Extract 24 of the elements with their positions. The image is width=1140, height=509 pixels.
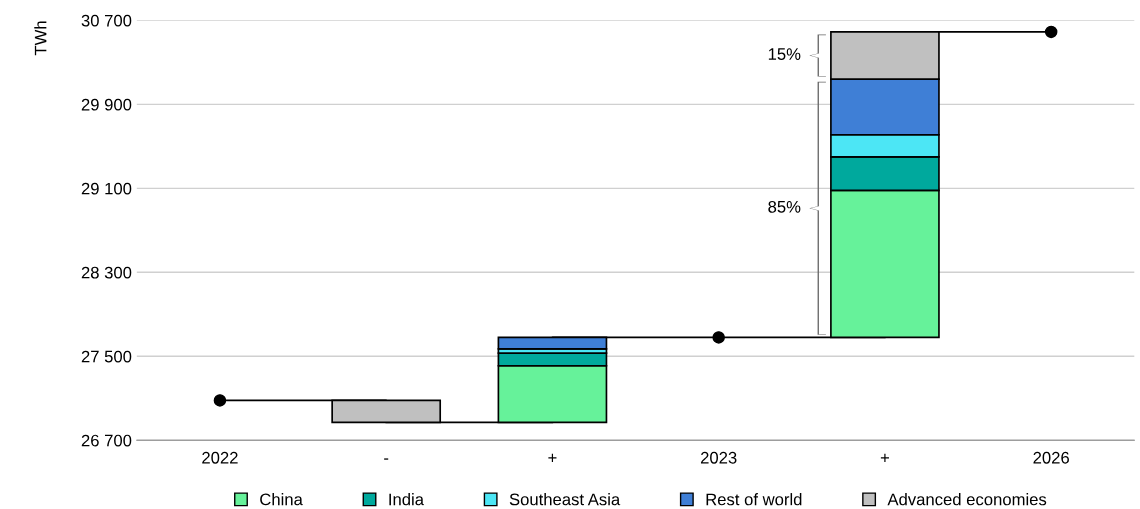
- x-tick-label: 2023: [700, 451, 737, 464]
- point: [1044, 25, 1058, 39]
- y-tick-label: 28 300: [81, 266, 132, 279]
- point: [712, 331, 725, 344]
- legend-label: China: [260, 493, 303, 506]
- x-tick-label: 2026: [1033, 451, 1069, 464]
- annotation: 15%: [768, 48, 801, 60]
- x-tick-label: +: [880, 453, 889, 463]
- legend-label: Advanced economies: [887, 493, 1047, 506]
- y-tick-label: 29 100: [81, 182, 132, 195]
- annotation: 85%: [768, 200, 801, 213]
- bar: [497, 336, 608, 350]
- y-tick-label: 29 900: [81, 98, 132, 111]
- legend-label: India: [389, 493, 424, 506]
- y-tick-label: 27 500: [81, 350, 132, 363]
- legend-label: Southeast Asia: [509, 493, 621, 506]
- y-tick-label: 26 700: [81, 434, 132, 447]
- y-axis-title: TWh: [34, 21, 47, 56]
- point: [213, 394, 227, 407]
- x-tick-label: -: [384, 458, 389, 460]
- legend-label: Rest of world: [706, 493, 802, 506]
- x-tick-label: +: [548, 453, 557, 463]
- y-tick-label: 30 700: [81, 14, 132, 27]
- x-tick-label: 2022: [202, 451, 238, 464]
